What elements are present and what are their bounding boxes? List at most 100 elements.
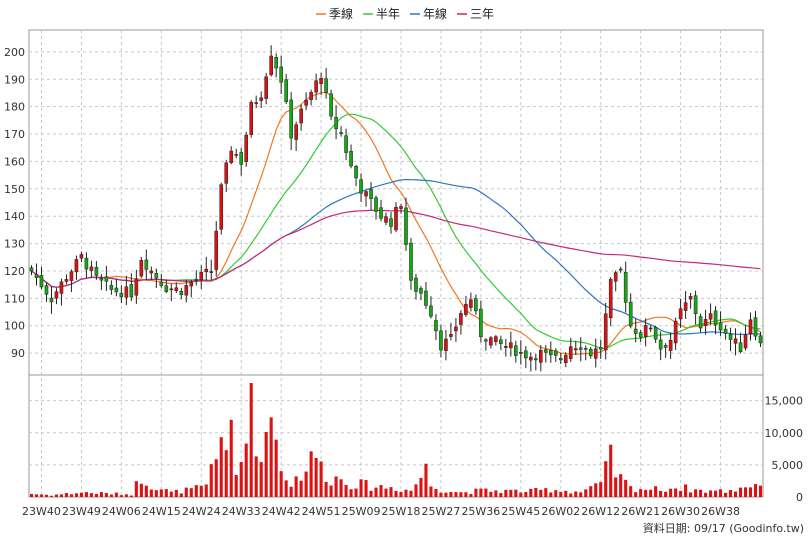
volume-bar [259, 462, 263, 497]
footer-date: 資料日期: 09/17 (Goodinfo.tw) [643, 521, 804, 535]
price-tick-label: 160 [4, 155, 25, 168]
candle-body [504, 346, 508, 348]
volume-bars [29, 383, 763, 497]
candle-body [409, 242, 413, 281]
candle-body [404, 207, 408, 245]
volume-bar [79, 492, 83, 497]
candle-body [239, 152, 244, 165]
candle-body [234, 154, 239, 156]
price-tick-label: 120 [4, 265, 25, 278]
volume-bar [733, 491, 738, 497]
volume-bar [304, 471, 308, 497]
candle-body [414, 277, 418, 292]
volume-bar [159, 489, 163, 497]
candle-body [359, 179, 363, 194]
candle-body [638, 332, 643, 338]
volume-bar [229, 419, 233, 497]
volume-bar [529, 488, 533, 497]
candle-body [364, 191, 368, 197]
volume-bar [109, 494, 113, 497]
candle-body [524, 350, 528, 359]
volume-bar [324, 481, 328, 497]
volume-bar [369, 490, 373, 497]
volume-bar [404, 489, 408, 497]
candle-body [54, 291, 59, 299]
volume-bar [144, 485, 148, 497]
volume-bar [209, 464, 213, 497]
volume-bar [314, 457, 318, 497]
legend-label-2: 年線 [423, 6, 447, 21]
volume-bar [589, 486, 593, 497]
candle-body [49, 297, 54, 303]
volume-bar [394, 491, 398, 497]
candle-body [613, 272, 618, 282]
volume-bar [514, 489, 518, 497]
volume-bar [189, 488, 193, 497]
candle-body [593, 348, 598, 359]
volume-bar [644, 489, 648, 497]
candle-body [389, 218, 393, 227]
candle-body [474, 298, 478, 312]
volume-bar [539, 489, 543, 497]
candle-body [329, 93, 333, 117]
volume-bar [364, 480, 368, 497]
volume-bar [39, 494, 44, 497]
volume-bar [724, 492, 728, 497]
candle-body [703, 319, 708, 327]
candle-body [339, 132, 343, 134]
legend: 季線 半年 年線 三年 [316, 6, 494, 21]
volume-bar [454, 492, 458, 497]
candle-body [344, 135, 348, 153]
volume-bar [154, 490, 158, 497]
candle-body [74, 259, 79, 273]
candle-body [124, 286, 129, 298]
volume-bar [489, 491, 493, 497]
candle-body [214, 230, 219, 270]
volume-bar [29, 493, 34, 497]
volume-bar [399, 491, 403, 497]
volume-bar [309, 451, 313, 497]
volume-axis-ticks: 0 5,000 10,000 15,000 [765, 395, 804, 504]
candle-body [733, 338, 738, 344]
volume-bar [639, 489, 643, 497]
candle-body [479, 308, 483, 338]
volume-bar [334, 476, 338, 497]
volume-bar [224, 450, 228, 497]
volume-plot-frame [28, 374, 764, 498]
candle-body [319, 78, 323, 84]
x-tick-label: 26W02 [541, 505, 580, 518]
candle-body [204, 268, 209, 273]
ma-line-0 [31, 91, 761, 355]
candle-body [678, 308, 683, 320]
volume-bar [629, 486, 633, 497]
price-tick-label: 140 [4, 210, 25, 223]
price-axis-ticks: 90 100 110 120 130 140 150 160 170 180 190 200 [4, 46, 25, 360]
volume-bar [64, 493, 68, 497]
volume-bar [184, 487, 188, 497]
candle-body [499, 339, 503, 344]
volume-bar [69, 494, 73, 497]
candle-body [743, 334, 748, 349]
x-tick-label: 24W51 [302, 505, 341, 518]
candle-body [254, 102, 258, 104]
volume-bar [344, 485, 348, 497]
volume-bar [519, 492, 523, 497]
candle-body [44, 285, 49, 295]
x-tick-label: 25W18 [382, 505, 421, 518]
volume-bar [34, 494, 39, 497]
legend-label-0: 季線 [329, 6, 353, 21]
volume-bar [279, 471, 283, 497]
candle-body [494, 336, 498, 342]
candle-body [643, 325, 648, 337]
volume-bar [719, 489, 723, 497]
volume-bar [54, 494, 59, 497]
price-tick-label: 200 [4, 46, 25, 59]
volume-bar [429, 486, 433, 497]
volume-bar [549, 492, 553, 497]
candle-body [519, 351, 523, 354]
candle-body [314, 80, 318, 93]
candle-body [723, 328, 728, 334]
x-tick-label: 26W12 [581, 505, 620, 518]
volume-bar [704, 492, 708, 497]
